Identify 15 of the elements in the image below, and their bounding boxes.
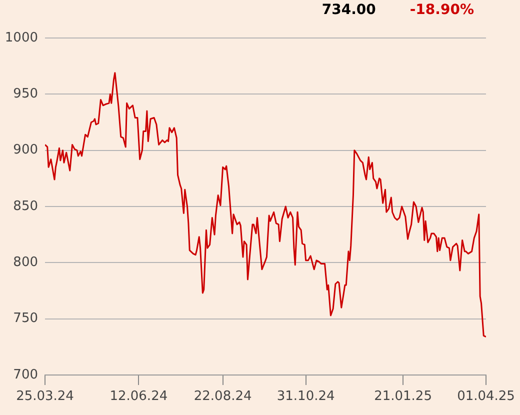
- x-tick-label: 01.04.25: [457, 389, 515, 404]
- y-tick-label: 1000: [4, 30, 38, 46]
- text: 734.00: [322, 2, 376, 18]
- x-tick-label: 31.10.24: [276, 389, 335, 404]
- y-tick-label: 850: [13, 198, 38, 214]
- y-tick-label: 750: [13, 311, 38, 326]
- text: -18.90%: [410, 2, 474, 18]
- x-tick-label: 12.06.24: [110, 389, 168, 404]
- y-tick-label: 950: [13, 86, 38, 102]
- x-tick-label: 25.03.24: [16, 389, 74, 404]
- x-tick-label: 21.01.25: [374, 389, 432, 404]
- y-tick-label: 700: [13, 367, 38, 382]
- y-tick-label: 800: [13, 255, 38, 270]
- y-tick-label: 900: [13, 142, 38, 158]
- x-tick-label: 22.08.24: [194, 389, 252, 404]
